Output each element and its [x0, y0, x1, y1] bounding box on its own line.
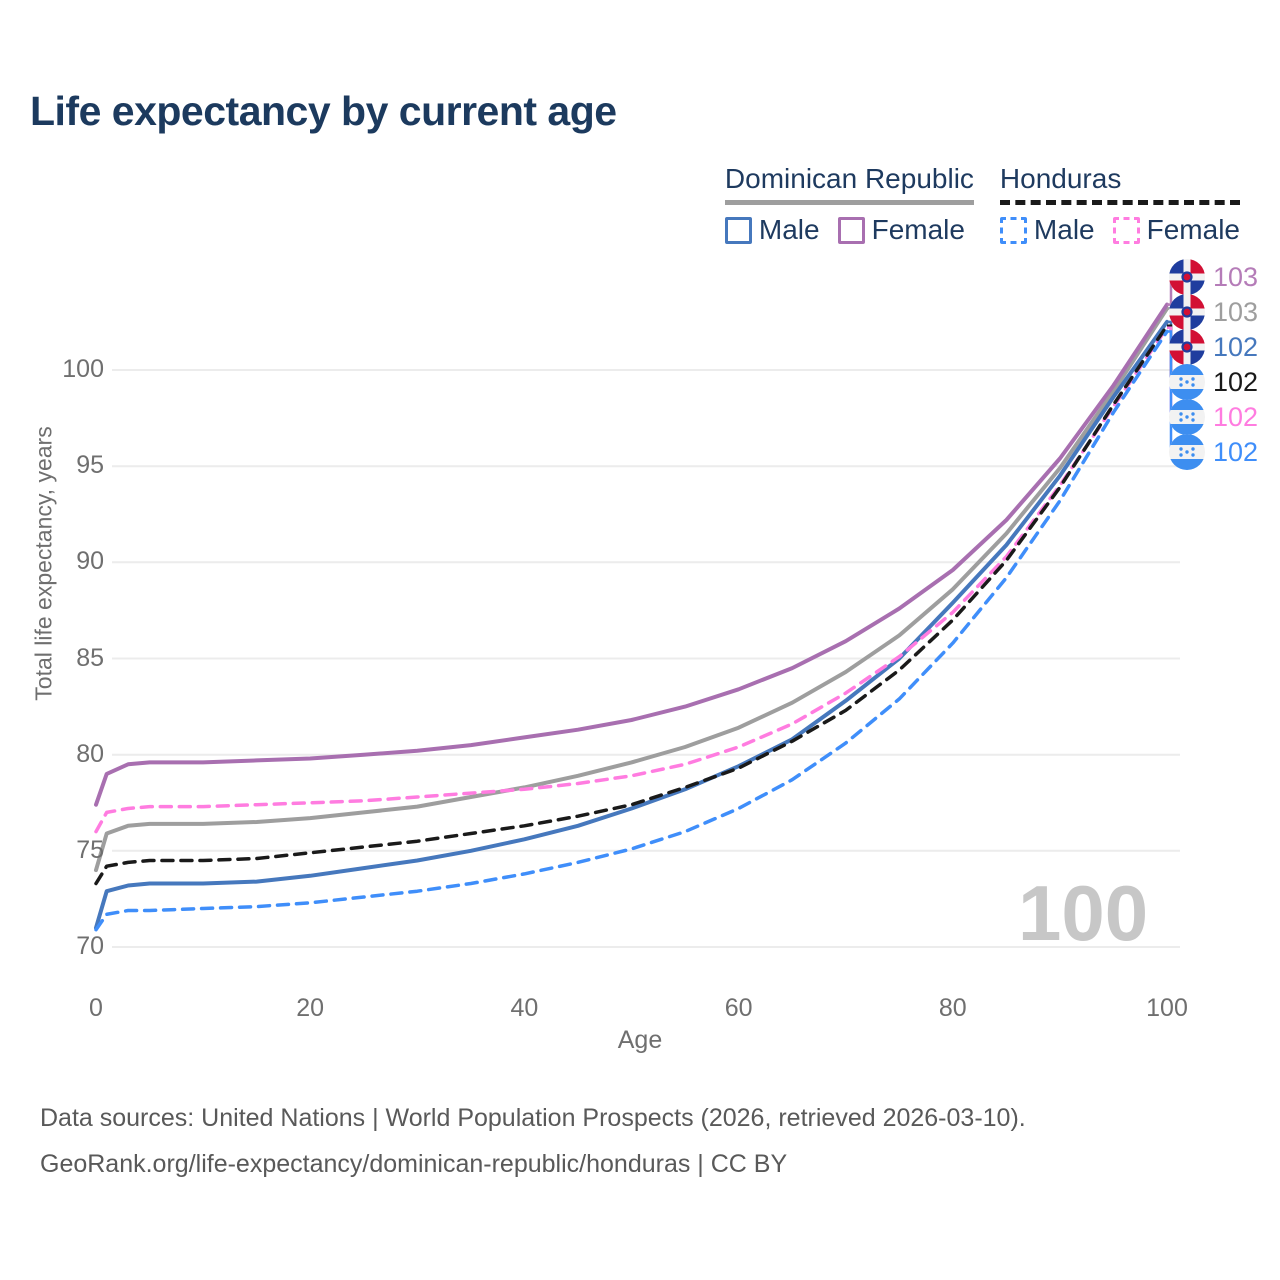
flag-icon-honduras	[1169, 399, 1205, 435]
footer-data-sources: Data sources: United Nations | World Pop…	[40, 1104, 1026, 1132]
legend-item-dr-male[interactable]: Male	[724, 214, 820, 246]
line-hn-male[interactable]	[94, 329, 1169, 932]
legend-swatch-hn-male[interactable]	[999, 216, 1027, 244]
x-tick-label-60: 60	[724, 994, 753, 1022]
legend-swatch-dr-female[interactable]	[837, 216, 865, 244]
legend: Dominican Republic Male Female Honduras …	[724, 163, 1240, 246]
legend-country-dominican-republic[interactable]: Dominican Republic	[724, 163, 974, 205]
line-hn-all[interactable]	[94, 324, 1169, 886]
x-tick-label-100: 100	[1146, 994, 1188, 1022]
flag-icon-dominican-republic	[1169, 259, 1205, 295]
x-tick-label-20: 20	[296, 994, 325, 1022]
end-label-value-hn-all: 102	[1213, 366, 1259, 397]
legend-swatch-hn-female[interactable]	[1112, 216, 1140, 244]
legend-label-dr-male: Male	[758, 214, 820, 245]
age-watermark: 100	[1018, 869, 1149, 957]
flag-icon-dominican-republic	[1169, 329, 1205, 365]
y-axis-title: Total life expectancy, years	[30, 426, 57, 701]
flag-icon-dominican-republic	[1169, 294, 1205, 330]
end-label-value-dr-female: 103	[1213, 261, 1259, 292]
end-label-row-dr-male: 102	[1169, 329, 1258, 365]
y-tick-label-100: 100	[62, 355, 104, 383]
footer: Data sources: United Nations | World Pop…	[40, 1102, 1026, 1194]
x-axis-title: Age	[617, 1026, 663, 1054]
legend-items-honduras: Male Female	[999, 214, 1240, 246]
line-dr-male[interactable]	[94, 319, 1169, 930]
legend-label-dr-female: Female	[871, 214, 965, 245]
legend-label-hn-female: Female	[1146, 214, 1240, 245]
end-label-row-hn-female: 102	[1169, 399, 1258, 435]
line-dr-female[interactable]	[94, 302, 1169, 807]
end-label-value-hn-male: 102	[1213, 436, 1259, 467]
legend-group-dominican-republic: Dominican Republic Male Female	[724, 163, 974, 246]
legend-items-dominican-republic: Male Female	[724, 214, 974, 246]
end-label-value-dr-all: 103	[1213, 296, 1259, 327]
end-label-row-dr-all: 103	[1169, 294, 1258, 330]
y-tick-label-70: 70	[76, 932, 104, 960]
legend-country-honduras[interactable]: Honduras	[999, 163, 1240, 205]
end-label-value-dr-male: 102	[1213, 331, 1259, 362]
legend-item-dr-female[interactable]: Female	[837, 214, 965, 246]
end-label-row-dr-female: 103	[1169, 259, 1258, 295]
y-tick-label-95: 95	[76, 451, 104, 480]
end-label-value-hn-female: 102	[1213, 401, 1259, 432]
y-tick-label-90: 90	[76, 547, 104, 576]
y-tick-label-80: 80	[76, 739, 104, 768]
x-tick-label-40: 40	[510, 994, 539, 1022]
legend-item-hn-female[interactable]: Female	[1112, 214, 1240, 246]
y-tick-label-75: 75	[76, 835, 104, 864]
x-tick-label-0: 0	[89, 994, 103, 1022]
flag-icon-honduras	[1169, 364, 1205, 400]
x-tick-label-80: 80	[938, 994, 967, 1022]
end-label-row-hn-male: 102	[1169, 434, 1258, 470]
footer-attribution: GeoRank.org/life-expectancy/dominican-re…	[40, 1150, 788, 1178]
y-tick-label-85: 85	[76, 643, 104, 672]
legend-group-honduras: Honduras Male Female	[999, 163, 1240, 246]
page-title: Life expectancy by current age	[30, 88, 617, 134]
line-dr-all[interactable]	[94, 306, 1169, 873]
flag-icon-honduras	[1169, 434, 1205, 470]
end-label-row-hn-all: 102	[1169, 364, 1258, 400]
legend-item-hn-male[interactable]: Male	[999, 214, 1095, 246]
legend-label-hn-male: Male	[1033, 214, 1095, 245]
line-hn-female[interactable]	[94, 325, 1169, 834]
legend-swatch-dr-male[interactable]	[724, 216, 752, 244]
